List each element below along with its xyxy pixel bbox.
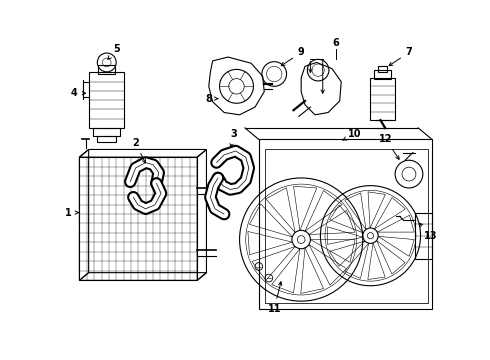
Text: 12: 12 xyxy=(379,134,399,159)
Text: 3: 3 xyxy=(230,129,237,147)
Bar xyxy=(97,136,117,142)
Text: 5: 5 xyxy=(108,44,120,59)
Bar xyxy=(98,65,116,74)
Text: 9: 9 xyxy=(281,48,305,66)
Text: 10: 10 xyxy=(343,129,362,140)
Bar xyxy=(415,213,432,259)
Text: 2: 2 xyxy=(132,138,146,163)
Text: 1: 1 xyxy=(65,208,78,217)
Text: 8: 8 xyxy=(205,94,218,104)
Text: 13: 13 xyxy=(419,223,437,241)
Text: 4: 4 xyxy=(71,88,86,98)
Bar xyxy=(93,128,120,136)
Text: 11: 11 xyxy=(268,282,282,314)
Bar xyxy=(378,66,388,72)
Bar xyxy=(370,78,395,120)
Text: 7: 7 xyxy=(389,48,413,66)
Bar xyxy=(374,70,392,80)
Text: 6: 6 xyxy=(332,38,339,48)
Bar xyxy=(89,72,124,128)
